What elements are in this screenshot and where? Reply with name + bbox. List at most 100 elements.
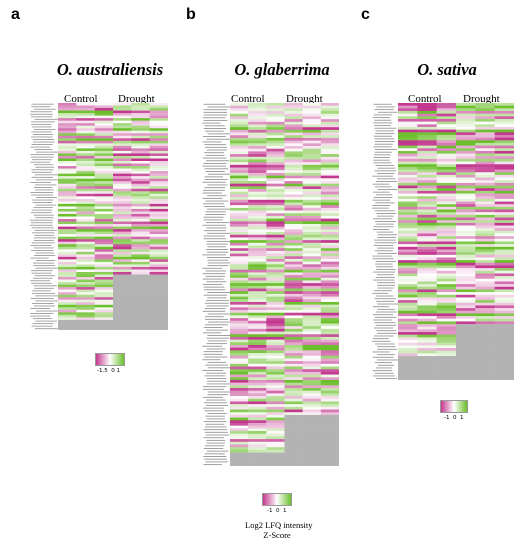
heatmap-cell [398, 281, 418, 285]
heatmap-cell [436, 350, 457, 354]
heatmap-cell [320, 186, 339, 190]
heatmap-cell [266, 449, 285, 453]
heatmap-cell [266, 307, 285, 311]
heatmap-cell [398, 260, 418, 264]
heatmap-cell [436, 257, 457, 261]
heatmap-cell [76, 287, 95, 290]
heatmap-cell [266, 328, 285, 332]
heatmap-cell [149, 271, 168, 275]
heatmap-cell [149, 266, 168, 270]
heatmap-cell [302, 186, 322, 190]
heatmap-cell [302, 132, 322, 136]
heatmap-cell [494, 158, 514, 162]
heatmap-cell [417, 134, 437, 138]
heatmap-cell [266, 111, 285, 115]
heatmap-cell [131, 234, 150, 237]
gene-label [203, 421, 227, 423]
heatmap-cell [284, 143, 303, 147]
heatmap-cell [58, 158, 77, 162]
heatmap-cell [149, 236, 168, 240]
heatmap-cell [302, 377, 322, 381]
heatmap-cell [494, 140, 514, 144]
heatmap-cell [320, 132, 339, 136]
gene-label [206, 149, 228, 151]
heatmap-cell [266, 342, 285, 346]
heatmap-cell [302, 293, 322, 297]
heatmap-cell [302, 398, 322, 402]
heatmap-cell [266, 135, 285, 139]
heatmap-cell [436, 324, 457, 328]
heatmap-cell [58, 213, 77, 217]
gene-label [30, 181, 52, 183]
heatmap-cell [456, 265, 476, 269]
heatmap-cell [417, 116, 437, 120]
heatmap-cell [436, 340, 457, 344]
heatmap-cell [76, 304, 95, 308]
heatmap-cell [494, 318, 514, 322]
heatmap-cell [131, 178, 150, 182]
heatmap-cell [131, 231, 150, 235]
heatmap-b [202, 103, 339, 466]
heatmap-cell [284, 250, 303, 254]
heatmap-cell [230, 194, 249, 198]
heatmap-cell [113, 234, 132, 237]
heatmap-cell [58, 307, 77, 311]
heatmap-cell [284, 267, 303, 271]
heatmap-cell [320, 331, 339, 335]
heatmap-cell [266, 113, 285, 117]
gene-label [373, 122, 393, 124]
heatmap-cell [230, 414, 249, 418]
heatmap-cell [456, 118, 476, 122]
gene-label [32, 199, 54, 201]
heatmap-cell [494, 286, 514, 290]
heatmap-cell [230, 234, 249, 238]
heatmap-cell [131, 130, 150, 134]
heatmap-cell [302, 226, 322, 230]
heatmap-cell [58, 196, 77, 200]
heatmap-cell [149, 183, 168, 187]
heatmap-cell [149, 173, 168, 177]
heatmap-cell [94, 198, 114, 202]
heatmap-cell [284, 191, 303, 195]
heatmap-cell [284, 363, 303, 367]
heatmap-cell [284, 312, 303, 316]
gene-label [372, 191, 390, 193]
heatmap-cell [113, 304, 132, 308]
heatmap-cell [456, 281, 476, 285]
heatmap-cell [131, 294, 150, 298]
heatmap-cell [302, 232, 322, 236]
heatmap-cell [456, 241, 476, 245]
heatmap-cell [58, 282, 77, 285]
heatmap-cell [58, 128, 77, 132]
heatmap-cell [320, 328, 339, 332]
heatmap-cell [284, 207, 303, 211]
heatmap-cell [131, 241, 150, 245]
heatmap-cell [149, 176, 168, 179]
heatmap-cell [302, 167, 322, 171]
gene-label [204, 324, 229, 326]
heatmap-cell [266, 180, 285, 184]
heatmap-cell [248, 248, 267, 252]
heatmap-cell [284, 151, 303, 155]
heatmap-cell [436, 321, 457, 325]
gene-label [372, 207, 389, 209]
heatmap-cell [417, 166, 437, 170]
heatmap-cell [417, 172, 437, 176]
heatmap-cell [58, 324, 77, 328]
heatmap-cell [230, 326, 249, 330]
heatmap-cell [230, 406, 249, 410]
heatmap-cell [266, 256, 285, 260]
heatmap-cell [131, 302, 150, 306]
gene-label [372, 279, 395, 281]
heatmap-cell [149, 229, 168, 232]
heatmap-cell [266, 186, 285, 190]
heatmap-cell [58, 181, 77, 185]
heatmap-cell [284, 283, 303, 287]
heatmap-cell [417, 222, 437, 226]
heatmap-cell [94, 274, 114, 278]
heatmap-a [30, 103, 168, 330]
heatmap-cell [248, 350, 267, 354]
heatmap-cell [398, 276, 418, 280]
heatmap-cell [131, 304, 150, 308]
heatmap-cell [284, 301, 303, 305]
